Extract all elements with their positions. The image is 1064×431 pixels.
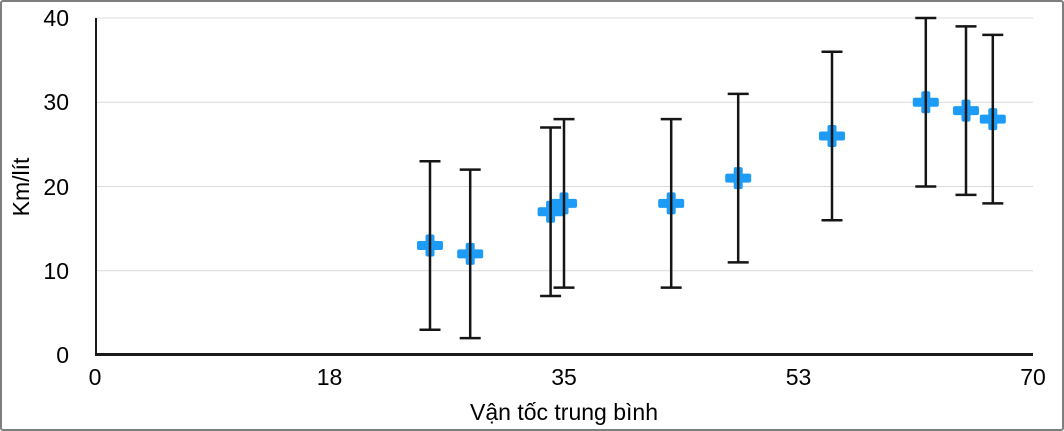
error-bar: [553, 117, 575, 289]
error-bar: [821, 50, 843, 222]
error-bar: [915, 16, 937, 188]
y-axis-tick-label: 10: [43, 257, 69, 284]
y-axis-tick-label: 0: [56, 342, 69, 368]
x-axis-tick-label: 0: [88, 364, 102, 390]
y-axis-tick-label: 40: [43, 5, 69, 31]
error-bar: [660, 117, 682, 289]
x-axis-tick-label: 70: [1020, 364, 1046, 390]
error-bar: [955, 25, 977, 197]
error-bar: [459, 168, 481, 340]
error-bar: [419, 159, 441, 331]
y-axis-tick-label: 30: [43, 89, 69, 116]
x-axis-tick-label: 53: [785, 364, 812, 390]
y-axis-tick-label: 20: [43, 173, 69, 200]
plot-area[interactable]: [95, 2, 1033, 362]
error-bar: [727, 92, 749, 264]
x-axis-tick-label: 18: [316, 364, 343, 390]
x-axis-title: Vận tốc trung bình: [470, 399, 658, 425]
x-axis-tick-label: 35: [551, 364, 577, 390]
error-bar: [540, 126, 562, 298]
error-bar: [982, 33, 1004, 205]
